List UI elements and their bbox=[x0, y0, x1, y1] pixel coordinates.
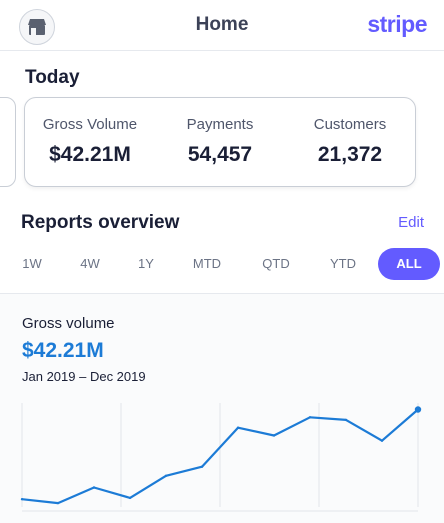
section-divider bbox=[0, 293, 444, 294]
range-1y[interactable]: 1Y bbox=[138, 256, 154, 271]
metric-customers: Customers 21,372 bbox=[285, 98, 415, 186]
data-point bbox=[128, 496, 132, 500]
stripe-logo: stripe bbox=[367, 11, 427, 37]
top-bar: Home stripe bbox=[0, 0, 444, 51]
data-point bbox=[164, 474, 168, 477]
today-metrics-card[interactable]: Gross Volume $42.21M Payments 54,457 Cus… bbox=[24, 97, 416, 187]
data-point bbox=[200, 465, 204, 468]
range-ytd[interactable]: YTD bbox=[330, 256, 356, 271]
range-qtd[interactable]: QTD bbox=[262, 256, 290, 271]
series-line bbox=[21, 408, 419, 505]
data-point bbox=[380, 439, 384, 442]
edit-reports-button[interactable]: Edit bbox=[398, 214, 424, 231]
data-point bbox=[236, 426, 240, 429]
data-point bbox=[56, 501, 60, 505]
range-1w[interactable]: 1W bbox=[22, 256, 42, 271]
metric-value: $42.21M bbox=[49, 143, 131, 166]
range-selector: 1W 4W 1Y MTD QTD YTD ALL bbox=[0, 248, 444, 282]
range-mtd[interactable]: MTD bbox=[192, 256, 222, 271]
latest-data-point bbox=[414, 406, 422, 413]
chart-amount: $42.21M bbox=[22, 339, 104, 362]
reports-overview-heading: Reports overview bbox=[21, 212, 180, 233]
metric-value: 54,457 bbox=[187, 143, 253, 166]
data-point bbox=[344, 418, 348, 422]
metric-gross-volume: Gross Volume $42.21M bbox=[25, 98, 155, 186]
metric-value: 21,372 bbox=[317, 143, 383, 166]
metric-label: Customers bbox=[313, 116, 387, 133]
store-avatar[interactable] bbox=[19, 9, 55, 45]
range-4w[interactable]: 4W bbox=[80, 256, 100, 271]
gross-volume-panel[interactable] bbox=[0, 294, 444, 523]
data-point bbox=[272, 434, 276, 437]
data-point bbox=[308, 416, 312, 419]
page-title: Home bbox=[195, 14, 249, 35]
range-all[interactable]: ALL bbox=[378, 248, 440, 280]
metric-label: Payments bbox=[186, 116, 254, 133]
chart-title: Gross volume bbox=[22, 315, 115, 332]
data-point bbox=[20, 498, 24, 501]
metric-label: Gross Volume bbox=[42, 116, 138, 133]
previous-metric-card[interactable] bbox=[0, 97, 16, 187]
storefront-icon bbox=[28, 19, 46, 35]
data-point bbox=[92, 486, 96, 489]
chart-date-range: Jan 2019 – Dec 2019 bbox=[22, 369, 146, 384]
metric-payments: Payments 54,457 bbox=[155, 98, 285, 186]
gross-volume-chart bbox=[20, 403, 422, 512]
today-heading: Today bbox=[25, 67, 80, 88]
